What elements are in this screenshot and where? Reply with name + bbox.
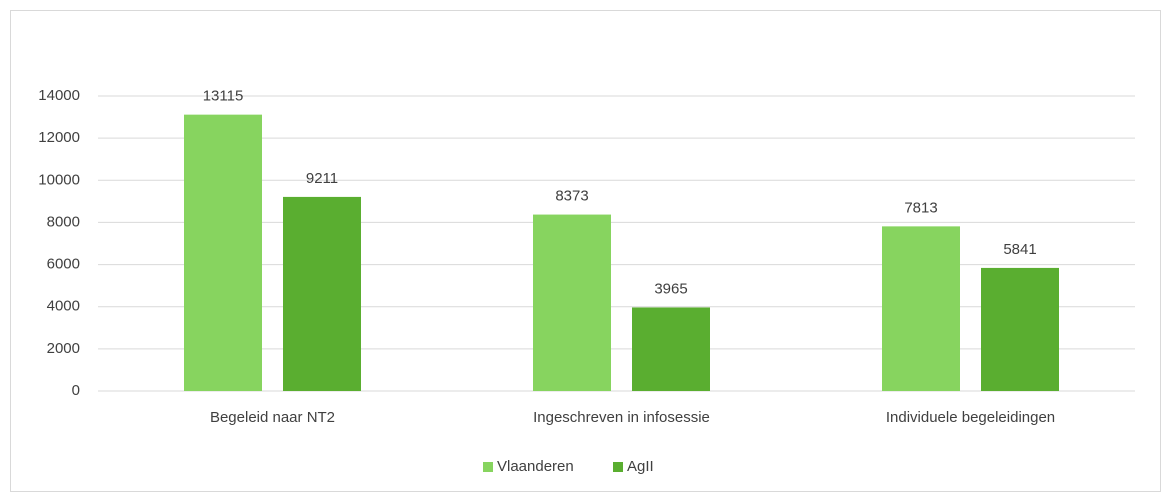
y-tick-label: 12000 xyxy=(38,129,80,146)
legend-swatch xyxy=(483,462,493,472)
bar xyxy=(533,214,611,391)
x-tick-label: Individuele begeleidingen xyxy=(886,409,1055,426)
y-tick-label: 6000 xyxy=(47,256,80,273)
y-tick-label: 2000 xyxy=(47,340,80,357)
legend-label: AgII xyxy=(627,458,654,475)
legend-swatch xyxy=(613,462,623,472)
bar xyxy=(882,226,960,391)
value-label: 5841 xyxy=(1003,241,1036,258)
value-label: 13115 xyxy=(203,88,244,105)
y-tick-label: 4000 xyxy=(47,298,80,315)
legend-label: Vlaanderen xyxy=(497,458,574,475)
value-label: 8373 xyxy=(555,188,588,205)
bar xyxy=(283,196,361,391)
y-tick-label: 0 xyxy=(72,382,80,399)
y-tick-label: 8000 xyxy=(47,213,80,230)
value-label: 7813 xyxy=(904,199,937,216)
bar xyxy=(981,267,1059,391)
value-label: 9211 xyxy=(306,170,338,187)
x-tick-label: Begeleid naar NT2 xyxy=(210,409,335,426)
y-tick-label: 10000 xyxy=(38,171,80,188)
bar xyxy=(184,114,262,391)
value-label: 3965 xyxy=(654,280,687,297)
y-tick-label: 14000 xyxy=(38,87,80,104)
x-tick-label: Ingeschreven in infosessie xyxy=(533,409,710,426)
bar xyxy=(632,307,710,391)
